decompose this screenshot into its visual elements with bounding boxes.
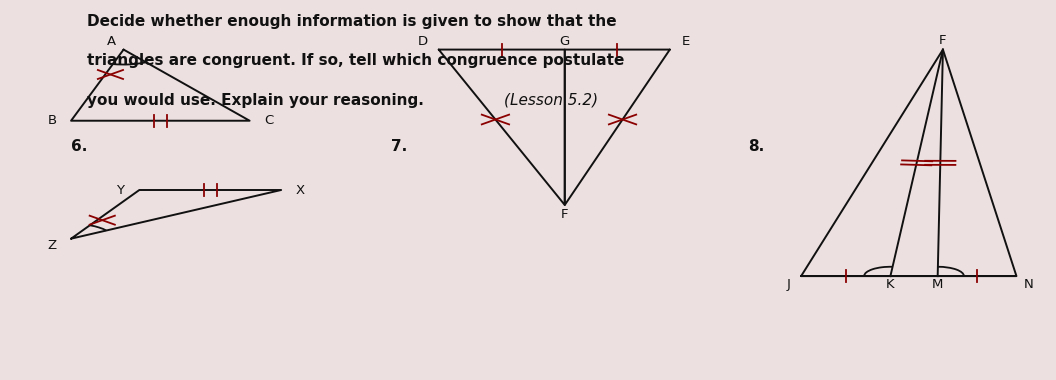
Text: F: F xyxy=(561,208,568,221)
Text: K: K xyxy=(886,278,894,291)
Text: C: C xyxy=(264,114,274,127)
Text: E: E xyxy=(681,35,690,48)
Text: F: F xyxy=(939,34,946,47)
Text: D: D xyxy=(418,35,428,48)
Text: Y: Y xyxy=(116,184,125,196)
Text: 7.: 7. xyxy=(392,139,408,154)
Text: Z: Z xyxy=(48,239,57,252)
Text: X: X xyxy=(296,184,304,196)
Text: triangles are congruent. If so, tell which congruence postulate: triangles are congruent. If so, tell whi… xyxy=(87,53,624,68)
Text: (Lesson 5.2): (Lesson 5.2) xyxy=(504,93,598,108)
Text: B: B xyxy=(48,114,57,127)
Text: 8.: 8. xyxy=(749,139,765,154)
Text: G: G xyxy=(560,35,570,48)
Text: Decide whether enough information is given to show that the: Decide whether enough information is giv… xyxy=(87,14,617,29)
Text: J: J xyxy=(787,278,791,291)
Text: 6.: 6. xyxy=(71,139,88,154)
Text: M: M xyxy=(932,278,943,291)
Text: N: N xyxy=(1024,278,1034,291)
Text: A: A xyxy=(107,35,115,48)
Text: you would use. Explain your reasoning.: you would use. Explain your reasoning. xyxy=(87,93,429,108)
